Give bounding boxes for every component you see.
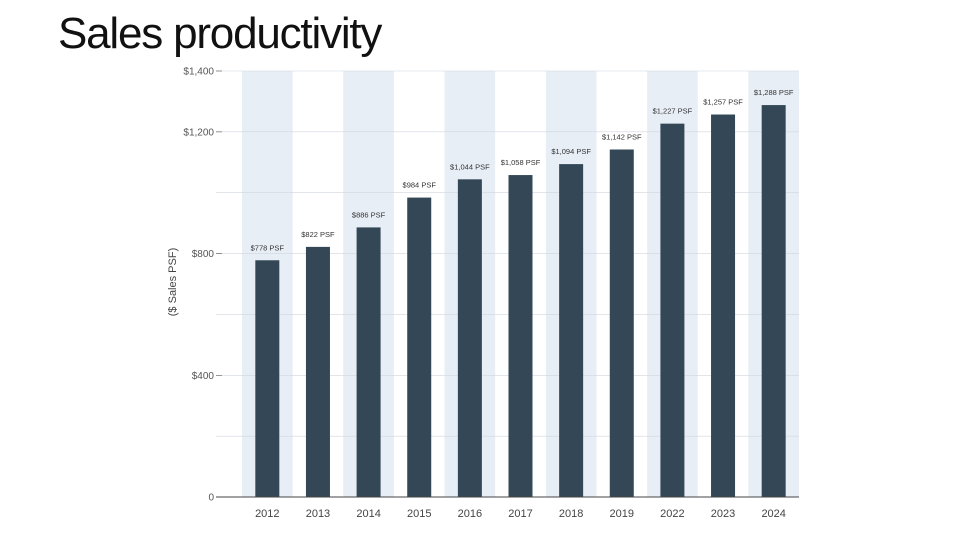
bar-2014 xyxy=(356,227,381,497)
y-tick-label: $1,200 xyxy=(183,127,214,138)
bar-2023 xyxy=(711,114,736,498)
bar-2017 xyxy=(508,175,533,497)
bar-2019 xyxy=(609,149,634,497)
data-label-2015: $984 PSF xyxy=(403,181,437,190)
page-title: Sales productivity xyxy=(58,9,382,58)
x-tick-label-2012: 2012 xyxy=(255,508,279,520)
data-label-2016: $1,044 PSF xyxy=(450,162,490,171)
bar-2015 xyxy=(407,197,432,497)
x-axis-ticks: 2012 2013 2014 2015 2016 2017 2018 2019 2022 2023… xyxy=(255,508,786,520)
data-label-2022: $1,227 PSF xyxy=(653,107,693,116)
data-label-2013: $822 PSF xyxy=(301,230,335,239)
data-labels: $778 PSF $822 PSF $886 PSF $984 PSF $1,044 P… xyxy=(251,88,794,252)
data-label-2019: $1,142 PSF xyxy=(602,133,642,142)
bar-2013 xyxy=(305,246,330,497)
x-tick-label-2022: 2022 xyxy=(660,508,684,520)
y-axis-ticks: 0 $400 $800 $1,200 $1,400 xyxy=(183,67,222,504)
data-label-2014: $886 PSF xyxy=(352,210,386,219)
data-label-2017: $1,058 PSF xyxy=(501,158,541,167)
x-tick-label-2014: 2014 xyxy=(356,508,380,520)
bar-2012 xyxy=(255,260,280,497)
bar-2024 xyxy=(761,105,786,497)
bar-2016 xyxy=(457,179,482,497)
bars xyxy=(255,105,786,498)
x-tick-label-2018: 2018 xyxy=(559,508,583,520)
x-tick-label-2023: 2023 xyxy=(711,508,735,520)
y-tick-label: $800 xyxy=(192,249,215,260)
y-tick-label: $400 xyxy=(192,371,215,382)
data-label-2012: $778 PSF xyxy=(251,243,285,252)
x-tick-label-2019: 2019 xyxy=(610,508,634,520)
data-label-2023: $1,257 PSF xyxy=(703,98,743,107)
x-tick-label-2017: 2017 xyxy=(508,508,532,520)
y-tick-label: 0 xyxy=(208,493,214,504)
data-label-2024: $1,288 PSF xyxy=(754,88,794,97)
bar-2018 xyxy=(559,164,584,497)
x-tick-label-2024: 2024 xyxy=(761,508,785,520)
x-tick-label-2016: 2016 xyxy=(458,508,482,520)
bar-2022 xyxy=(660,123,685,498)
x-tick-label-2015: 2015 xyxy=(407,508,431,520)
y-axis-label: ($ Sales PSF) xyxy=(167,248,179,316)
x-tick-label-2013: 2013 xyxy=(306,508,330,520)
data-label-2018: $1,094 PSF xyxy=(551,147,591,156)
y-tick-label: $1,400 xyxy=(183,67,214,78)
